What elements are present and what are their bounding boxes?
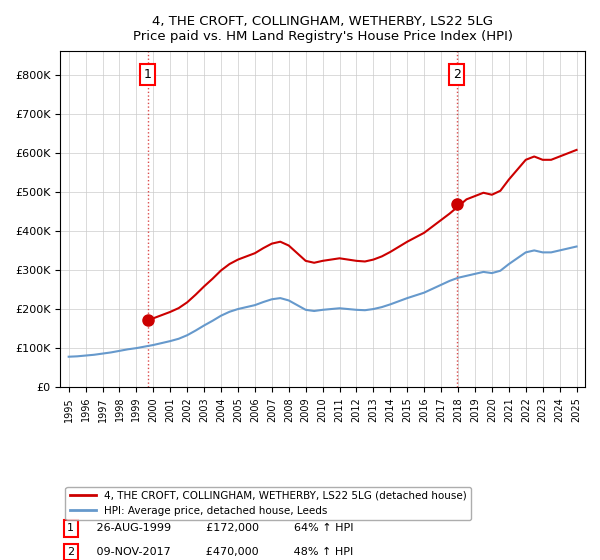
Text: 09-NOV-2017          £470,000          48% ↑ HPI: 09-NOV-2017 £470,000 48% ↑ HPI [86, 547, 354, 557]
Text: 1: 1 [144, 68, 152, 81]
Text: 26-AUG-1999          £172,000          64% ↑ HPI: 26-AUG-1999 £172,000 64% ↑ HPI [86, 524, 354, 533]
Text: 1: 1 [67, 524, 74, 533]
Text: 2: 2 [452, 68, 461, 81]
Legend: 4, THE CROFT, COLLINGHAM, WETHERBY, LS22 5LG (detached house), HPI: Average pric: 4, THE CROFT, COLLINGHAM, WETHERBY, LS22… [65, 487, 471, 520]
Text: 2: 2 [67, 547, 74, 557]
Title: 4, THE CROFT, COLLINGHAM, WETHERBY, LS22 5LG
Price paid vs. HM Land Registry's H: 4, THE CROFT, COLLINGHAM, WETHERBY, LS22… [133, 15, 512, 43]
